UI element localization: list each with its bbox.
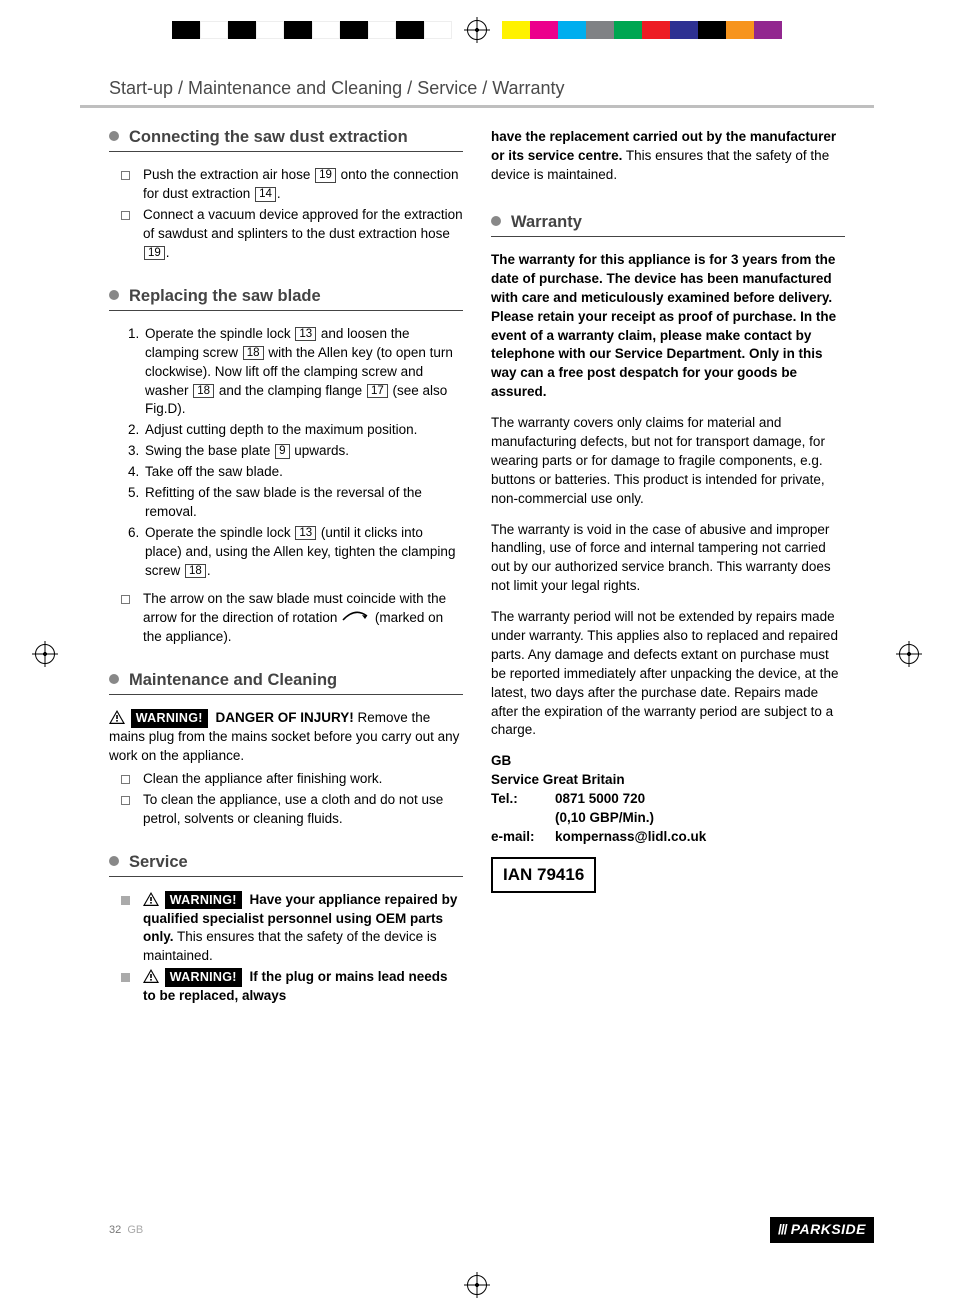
- rotation-arrow-icon: [341, 609, 371, 628]
- warranty-p3: The warranty is void in the case of abus…: [491, 521, 845, 597]
- brand-logo: /// PARKSIDE: [770, 1217, 874, 1243]
- list-item: To clean the appliance, use a cloth and …: [143, 791, 463, 829]
- ref-box: 14: [255, 187, 276, 202]
- warning-triangle-icon: [143, 892, 159, 906]
- maintenance-list: Clean the appliance after finishing work…: [109, 770, 463, 829]
- ref-box: 9: [275, 444, 289, 459]
- warning-triangle-icon: [143, 969, 159, 983]
- list-item: Operate the spindle lock 13 and loosen t…: [143, 325, 463, 419]
- page-footer: 32 GB /// PARKSIDE: [109, 1217, 874, 1243]
- list-item: WARNING! If the plug or mains lead needs…: [143, 968, 463, 1006]
- list-item: Take off the saw blade.: [143, 463, 463, 482]
- ref-box: 18: [243, 346, 264, 361]
- ref-box: 19: [315, 168, 336, 183]
- list-item: Connect a vacuum device approved for the…: [143, 206, 463, 263]
- contact-email: e-mail: kompernass@lidl.co.uk: [491, 828, 845, 847]
- slashes-icon: ///: [778, 1220, 787, 1240]
- ref-box: 17: [367, 384, 388, 399]
- list-item: Refitting of the saw blade is the revers…: [143, 484, 463, 522]
- contact-rate: (0,10 GBP/Min.): [491, 809, 845, 828]
- ref-box: 13: [295, 327, 316, 342]
- page-number: 32 GB: [109, 1223, 143, 1238]
- contact-service: Service Great Britain: [491, 771, 845, 790]
- bullet-icon: [109, 131, 119, 141]
- section-warranty: Warranty: [491, 211, 845, 237]
- list-item: Operate the spindle lock 13 (until it cl…: [143, 524, 463, 581]
- bullet-icon: [491, 216, 501, 226]
- color-bar: [502, 21, 782, 39]
- register-target-right: [884, 644, 934, 664]
- bullet-icon: [109, 290, 119, 300]
- warranty-p4: The warranty period will not be extended…: [491, 608, 845, 740]
- contact-tel: Tel.: 0871 5000 720: [491, 790, 845, 809]
- warranty-p2: The warranty covers only claims for mate…: [491, 414, 845, 508]
- warning-badge: WARNING!: [165, 968, 242, 987]
- contact-block: GB Service Great Britain Tel.: 0871 5000…: [491, 752, 845, 892]
- connecting-list: Push the extraction air hose 19 onto the…: [109, 166, 463, 262]
- list-item: Push the extraction air hose 19 onto the…: [143, 166, 463, 204]
- grayscale-bar: [172, 21, 452, 39]
- bullet-icon: [109, 674, 119, 684]
- section-connecting: Connecting the saw dust extraction: [109, 126, 463, 152]
- page-header: Start-up / Maintenance and Cleaning / Se…: [80, 70, 874, 108]
- register-target-icon: [467, 1275, 487, 1295]
- ian-number: IAN 79416: [491, 857, 596, 893]
- service-list: WARNING! Have your appliance repaired by…: [109, 891, 463, 1006]
- bullet-icon: [109, 856, 119, 866]
- replacing-steps: Operate the spindle lock 13 and loosen t…: [109, 325, 463, 581]
- ref-box: 13: [295, 526, 316, 541]
- list-item: Clean the appliance after finishing work…: [143, 770, 463, 789]
- registration-marks-bottom: [0, 1275, 954, 1295]
- register-target-icon: [467, 20, 487, 40]
- ref-box: 18: [185, 564, 206, 579]
- section-maintenance: Maintenance and Cleaning: [109, 669, 463, 695]
- left-column: Connecting the saw dust extraction Push …: [109, 126, 463, 1016]
- contact-country: GB: [491, 752, 845, 771]
- section-replacing: Replacing the saw blade: [109, 285, 463, 311]
- right-column: have the replacement carried out by the …: [491, 126, 845, 1016]
- maintenance-warning: WARNING! DANGER OF INJURY! Remove the ma…: [109, 709, 463, 766]
- service-continued: have the replacement carried out by the …: [491, 128, 845, 185]
- ref-box: 19: [144, 246, 165, 261]
- register-target-left: [20, 644, 70, 664]
- list-item: The arrow on the saw blade must coincide…: [143, 590, 463, 647]
- section-service: Service: [109, 851, 463, 877]
- list-item: WARNING! Have your appliance repaired by…: [143, 891, 463, 967]
- warning-badge: WARNING!: [165, 891, 242, 910]
- warranty-p1: The warranty for this appliance is for 3…: [491, 251, 845, 402]
- warning-badge: WARNING!: [131, 709, 208, 728]
- warning-triangle-icon: [109, 710, 125, 724]
- list-item: Swing the base plate 9 upwards.: [143, 442, 463, 461]
- list-item: Adjust cutting depth to the maximum posi…: [143, 421, 463, 440]
- registration-marks-top: [0, 20, 954, 40]
- replacing-note: The arrow on the saw blade must coincide…: [109, 590, 463, 647]
- ref-box: 18: [193, 384, 214, 399]
- page-content: Start-up / Maintenance and Cleaning / Se…: [80, 70, 874, 1245]
